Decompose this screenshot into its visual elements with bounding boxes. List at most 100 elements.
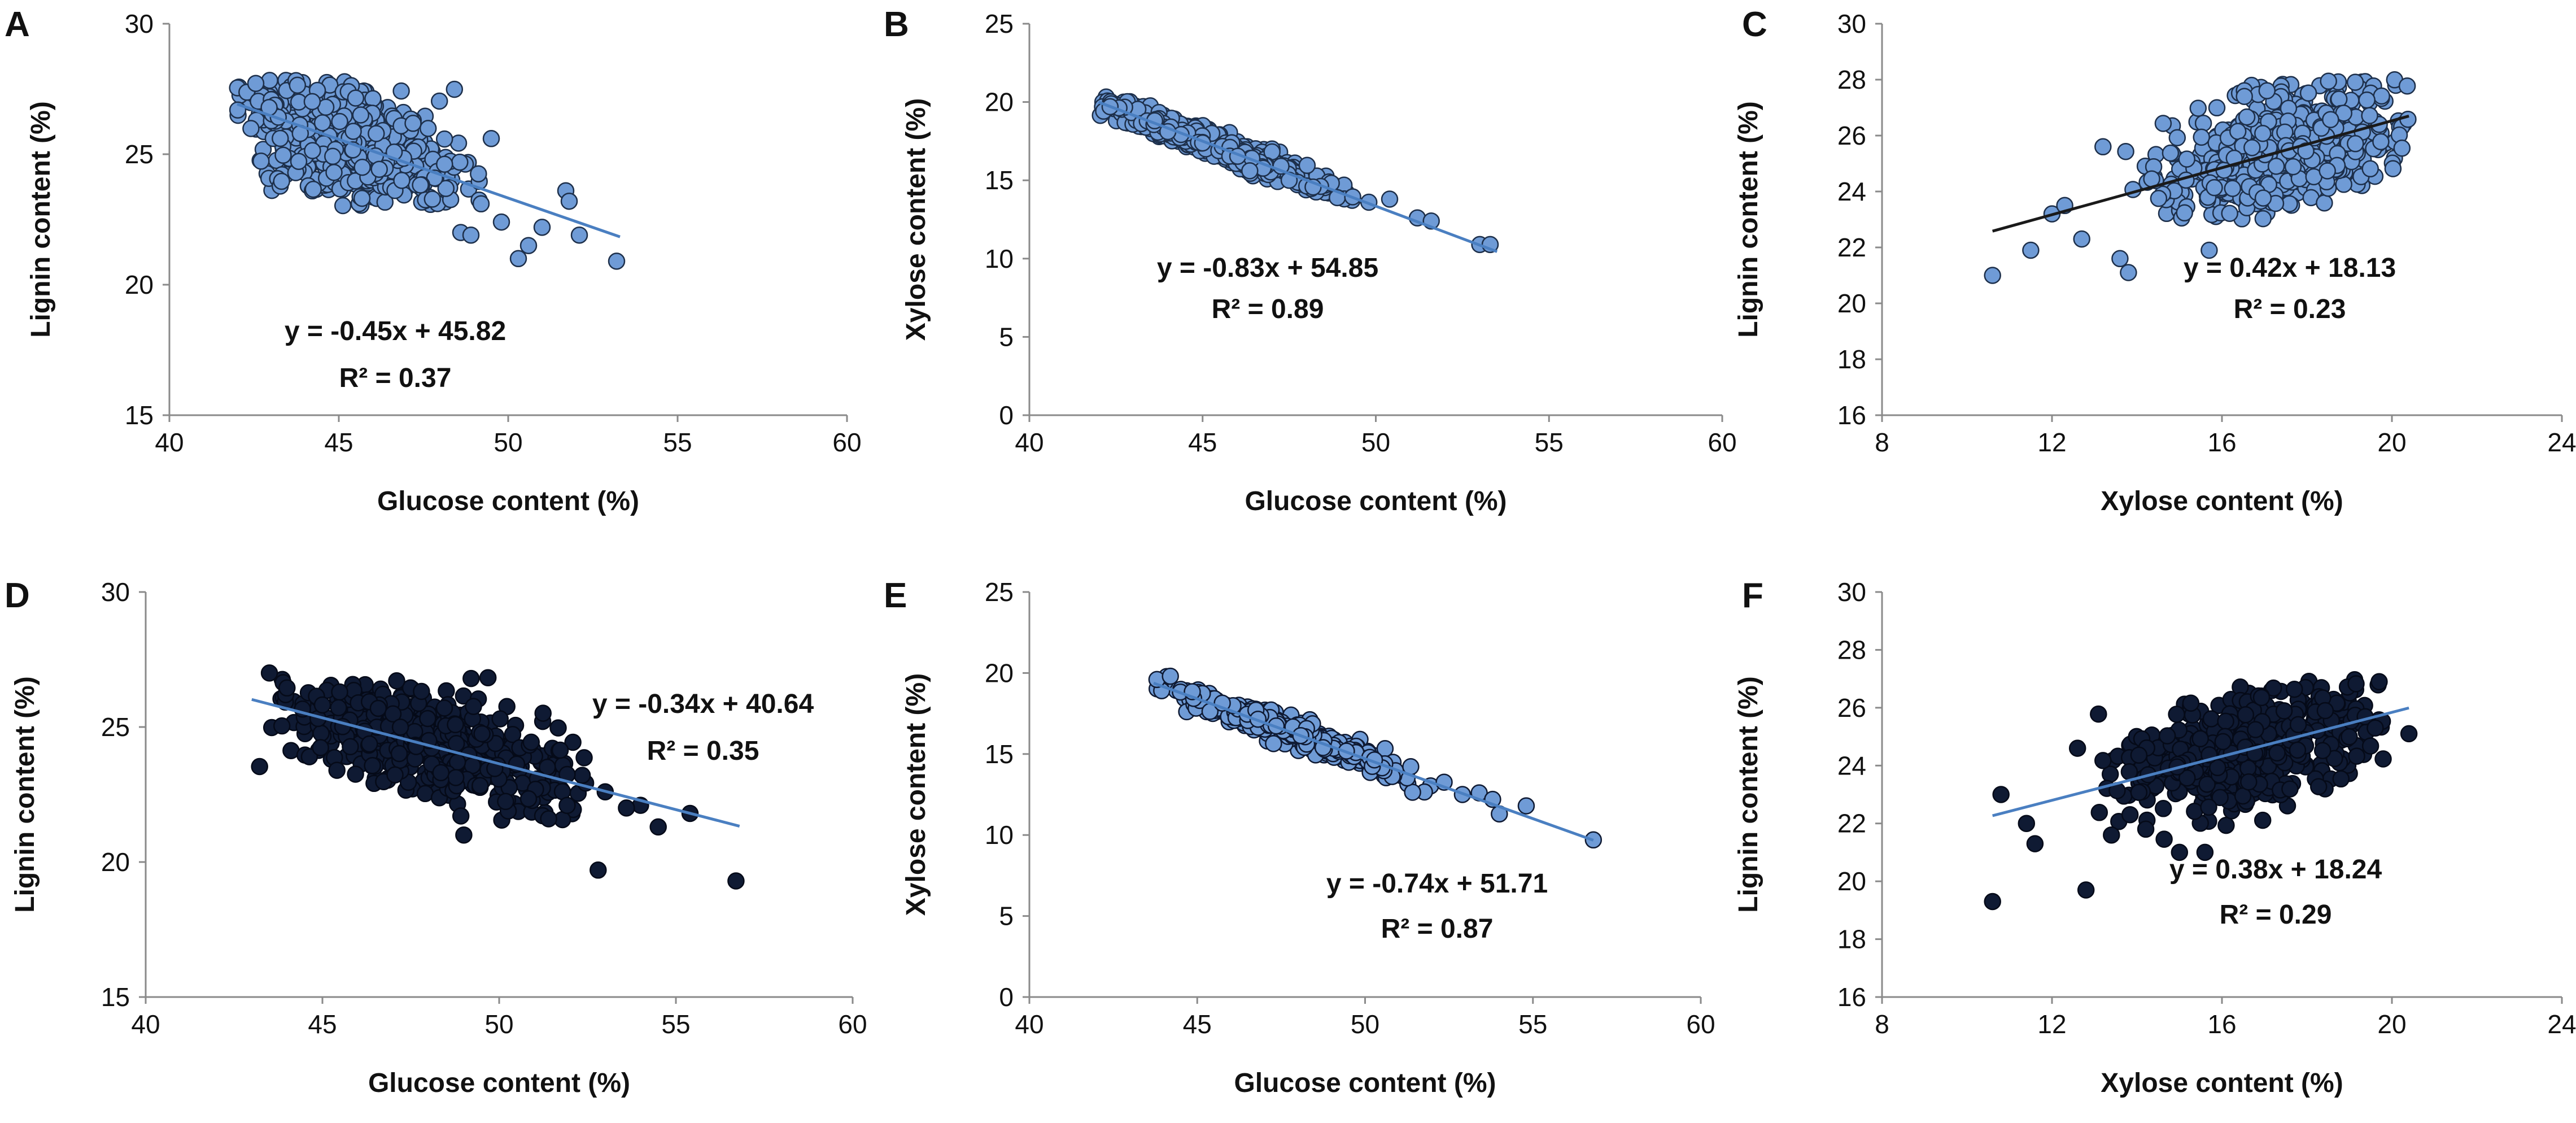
panel-f-y-tick-label: 20 [1837,867,1866,896]
panel-d-point [534,704,552,722]
panel-c-point [2254,210,2272,228]
panel-a-y-tick-label: 25 [125,140,154,169]
panel-d-point [558,796,576,815]
panel-a-point [533,219,551,236]
panel-a-point [331,112,348,130]
panel-c-equation: y = 0.42x + 18.13 [2184,253,2396,283]
panel-e-x-tick-label: 55 [1518,1009,1547,1039]
panel-d-point [573,767,591,784]
panel-f-point [2090,804,2108,821]
panel-f-point [2247,721,2264,738]
panel-d-point [273,717,291,735]
panel-a: A 40 45 50 55 60 15 20 25 30 Glucose content (%) Li… [5,5,862,516]
panel-f-point [2374,750,2392,768]
panel-a-y-tick-label: 15 [125,401,154,430]
panel-c-point [2384,160,2402,177]
panel-f-point [2217,816,2235,834]
panel-f-point [2196,843,2214,861]
panel-a-point [519,237,538,254]
panel-a-x-axis-title: Glucose content (%) [377,486,639,516]
panel-d-point [447,735,465,752]
panel-f-point [2211,789,2229,807]
panel-d-y-axis-title: Lignin content (%) [10,676,40,913]
panel-f-point [2158,727,2176,745]
panel-e-letter: E [884,576,907,615]
panel-a-point [509,250,527,268]
panel-a-point [570,226,588,244]
panel-d-point [519,790,538,808]
panel-b-x-tick-label: 50 [1361,428,1390,457]
panel-e-point [1265,735,1282,752]
panel-d-point [473,725,491,743]
panel-a-point [272,129,289,147]
panel-d-point [347,765,364,783]
panel-d-point [649,818,667,836]
panel-c-point [2284,158,2302,176]
panel-c-r-squared: R² = 0.23 [2234,294,2346,324]
panel-a-point [247,75,265,92]
panel-d-point [447,769,465,786]
panel-d-point [313,696,331,714]
panel-e: E 40 45 50 55 60 0 5 10 15 20 25 Glucose content (%)… [884,576,1715,1098]
panel-f-equation: y = 0.38x + 18.24 [2169,855,2382,885]
panel-a-point [252,153,270,170]
panel-c-point [2267,158,2285,175]
panel-f-point [2275,702,2293,720]
panel-d-point [364,757,381,774]
panel-b-x-tick-label: 55 [1535,428,1564,457]
panel-d-point [491,710,509,728]
panel-d-point [331,683,348,701]
panel-d-point [497,793,514,811]
panel-a-point [313,114,331,132]
panel-f-point [2120,763,2138,781]
panel-f-point [2198,776,2216,793]
panel-c-point [2194,114,2212,132]
panel-c-letter: C [1742,5,1767,44]
panel-a-point [324,147,342,166]
panel-d-point [432,764,450,782]
panel-d-x-axis-title: Glucose content (%) [368,1068,630,1098]
panel-f-points [1984,671,2418,911]
panel-c-point [2393,140,2411,157]
panel-a-point [352,106,370,124]
panel-a-point [608,253,626,270]
panel-f-point [2268,744,2286,762]
panel-a-point [412,176,429,194]
panel-a-point [435,130,453,148]
panel-d-point [727,872,745,890]
panel-d-point [260,664,278,682]
panel-e-x-tick-label: 60 [1686,1009,1715,1039]
panel-d: D 40 45 50 55 60 15 20 25 30 Glucose content (%) Li… [5,576,867,1098]
panel-d-point [361,735,378,753]
panel-d-point [540,810,557,828]
panel-c-point [2022,241,2040,259]
panel-c-x-tick-label: 8 [1875,428,1889,457]
panel-a-point [472,195,490,213]
panel-f-point [2103,826,2120,844]
panel-f-point [1992,786,2010,803]
panel-c-y-tick-label: 20 [1837,289,1866,318]
panel-f-point [2313,742,2332,759]
panel-a-r-squared: R² = 0.37 [339,363,452,393]
panel-a-point [470,165,487,182]
panel-c-point [2189,99,2207,117]
panel-f-x-tick-label: 8 [1875,1009,1889,1039]
panel-d-point [575,749,593,767]
panel-f-x-tick-label: 12 [2037,1009,2066,1039]
panel-e-y-axis-title: Xylose content (%) [901,673,931,916]
panel-f-point [1984,893,2001,911]
panel-c-point [2322,111,2339,128]
panel-f-y-tick-label: 18 [1837,925,1866,954]
panel-c-point [2094,138,2112,156]
panel-a-point [392,82,410,100]
panel-d-x-tick-label: 40 [131,1009,160,1039]
panel-f-point [2370,673,2388,691]
panel-d-point [419,710,436,728]
panel-c-point [2208,99,2226,117]
panel-b-letter: B [884,5,909,44]
panel-f-x-axis-title: Xylose content (%) [2101,1068,2343,1098]
panel-a-point [353,158,371,176]
panel-d-y-tick-label: 30 [101,577,130,607]
panel-d-point [522,733,540,751]
panel-a-point [242,120,260,137]
